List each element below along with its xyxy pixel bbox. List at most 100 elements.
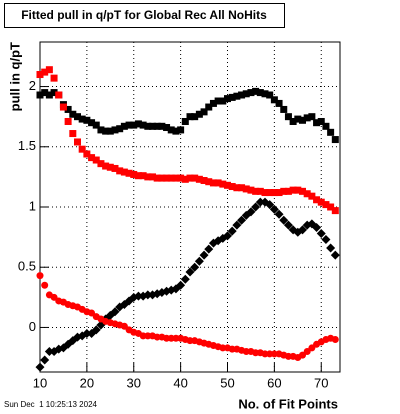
marker: [88, 154, 96, 162]
marker: [144, 173, 152, 181]
marker: [326, 243, 336, 253]
marker: [214, 179, 222, 187]
marker: [172, 174, 180, 182]
marker: [251, 202, 261, 212]
marker: [134, 172, 142, 180]
marker: [195, 175, 203, 183]
marker: [180, 274, 190, 284]
marker: [321, 235, 331, 245]
marker: [313, 196, 321, 204]
marker: [120, 168, 128, 176]
marker: [116, 125, 124, 133]
marker: [275, 99, 283, 107]
marker: [247, 89, 255, 97]
marker: [289, 186, 297, 194]
marker: [308, 113, 316, 121]
marker: [191, 113, 199, 121]
x-tick-label: 40: [173, 375, 187, 390]
marker: [134, 120, 142, 128]
marker: [111, 164, 119, 172]
marker: [233, 184, 241, 192]
x-tick-label: 30: [127, 375, 141, 390]
marker: [45, 66, 53, 74]
marker: [190, 262, 200, 272]
marker: [205, 103, 213, 111]
marker: [106, 127, 114, 135]
marker: [270, 189, 278, 197]
marker: [255, 197, 265, 207]
marker: [331, 136, 339, 144]
marker: [294, 186, 302, 194]
marker: [130, 121, 138, 129]
marker: [191, 174, 199, 182]
marker: [289, 117, 297, 125]
marker: [130, 170, 138, 178]
marker: [36, 272, 44, 280]
x-tick-label: 50: [220, 375, 234, 390]
marker: [223, 231, 232, 241]
marker: [205, 178, 213, 186]
marker: [261, 189, 269, 197]
marker: [303, 190, 311, 198]
marker: [102, 127, 110, 135]
marker: [158, 122, 166, 130]
marker: [78, 145, 86, 153]
marker: [219, 97, 227, 105]
marker: [41, 89, 49, 97]
marker: [224, 95, 231, 103]
marker: [330, 250, 340, 260]
marker: [64, 117, 72, 125]
marker: [92, 121, 100, 129]
marker: [238, 184, 246, 192]
marker: [69, 130, 77, 138]
marker: [308, 192, 316, 200]
marker: [181, 175, 189, 183]
marker: [246, 207, 256, 217]
marker: [59, 103, 67, 111]
y-tick-label: 0: [29, 319, 36, 334]
marker: [195, 110, 203, 118]
marker: [40, 355, 50, 365]
marker: [50, 74, 58, 82]
marker: [102, 162, 110, 170]
marker: [116, 167, 124, 175]
marker: [270, 96, 278, 104]
marker: [299, 187, 306, 195]
y-tick-label: 1.5: [18, 138, 36, 153]
marker: [111, 126, 119, 134]
marker: [88, 119, 96, 127]
marker: [78, 115, 86, 123]
x-tick-label: 10: [33, 375, 47, 390]
marker: [69, 110, 77, 118]
marker: [194, 256, 204, 266]
marker: [209, 99, 217, 107]
marker: [266, 91, 274, 99]
marker: [44, 347, 54, 357]
marker: [83, 116, 91, 124]
marker: [261, 90, 269, 98]
marker: [275, 189, 283, 197]
marker: [163, 124, 171, 132]
marker: [41, 281, 49, 289]
marker: [252, 87, 260, 95]
marker: [322, 201, 330, 209]
marker: [283, 220, 293, 230]
marker: [167, 126, 175, 134]
marker: [327, 203, 335, 211]
x-axis-label: No. of Fit Points: [238, 396, 338, 411]
marker: [312, 222, 322, 232]
y-axis-label: pull in q/pT: [7, 42, 22, 111]
marker: [265, 200, 275, 210]
marker: [74, 113, 81, 121]
marker: [209, 179, 217, 187]
marker: [214, 97, 222, 105]
marker: [139, 172, 147, 180]
marker: [284, 113, 292, 121]
marker: [83, 150, 91, 158]
marker: [106, 163, 114, 171]
marker: [227, 226, 237, 236]
marker: [242, 185, 250, 193]
marker: [64, 105, 72, 113]
marker: [279, 215, 289, 225]
marker: [172, 127, 180, 135]
